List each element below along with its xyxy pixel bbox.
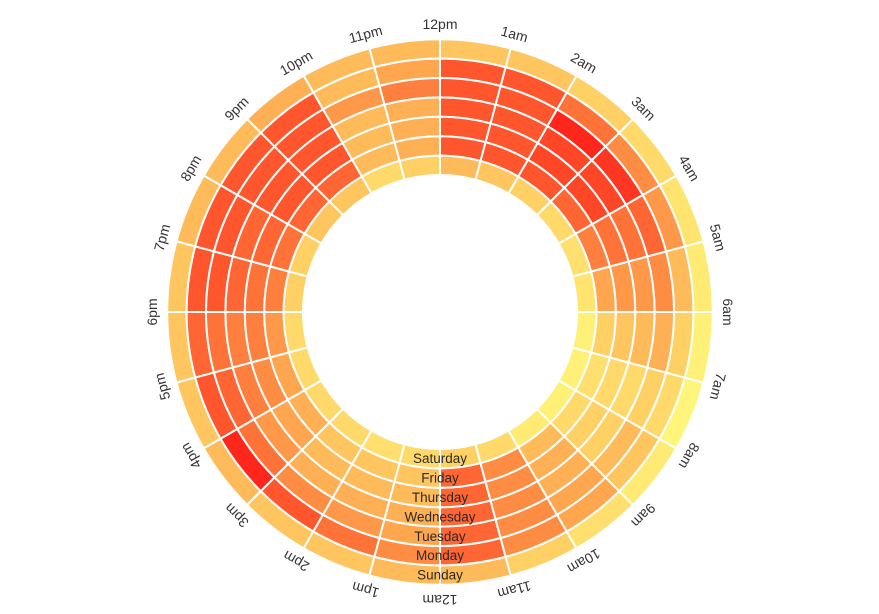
day-label-thursday: Thursday — [412, 490, 469, 505]
heatmap-cell-saturday-8pm — [303, 379, 345, 425]
day-label-wednesday: Wednesday — [404, 509, 475, 524]
hour-label-2pm: 2pm — [280, 548, 312, 575]
heatmap-cell-saturday-2pm — [327, 175, 373, 217]
heatmap-cell-saturday-8am — [535, 199, 577, 245]
heatmap-cell-saturday-7am — [557, 232, 593, 278]
hour-label-12pm: 12pm — [422, 16, 457, 32]
hour-label-12am: 12am — [422, 592, 457, 608]
hour-label-1pm: 1pm — [350, 579, 380, 602]
hour-label-11pm: 11pm — [347, 22, 384, 46]
hour-label-6pm: 6pm — [144, 298, 160, 325]
hour-label-8pm: 8pm — [177, 152, 204, 184]
hour-label-2am: 2am — [568, 49, 600, 76]
heatmap-cell-saturday-10am — [474, 159, 520, 195]
heatmap-cell-saturday-3pm — [303, 199, 345, 245]
hour-label-4am: 4am — [676, 152, 703, 184]
day-labels: Sunday Monday Tuesday Wednesday Thursday Frid… — [404, 451, 475, 582]
heatmap-cell-saturday-1pm — [360, 159, 406, 195]
heatmap-cell-saturday-4pm — [287, 232, 323, 278]
hour-label-1am: 1am — [499, 23, 529, 46]
heatmap-cell-saturday-12pm — [398, 154, 441, 181]
heatmap-cell-saturday-7pm — [287, 346, 323, 392]
heatmap-cell-saturday-3am — [535, 379, 577, 425]
hour-label-7am: 7am — [707, 371, 730, 401]
day-label-friday: Friday — [421, 471, 459, 486]
heatmap-cell-saturday-5am — [571, 311, 598, 354]
hour-label-5am: 5am — [707, 222, 730, 252]
hour-label-6am: 6am — [720, 298, 736, 325]
heatmap-cell-saturday-2am — [507, 407, 553, 449]
heatmap-cell-saturday-1am — [474, 429, 520, 465]
heatmap-cell-saturday-6am — [571, 270, 598, 313]
heatmap-cell-saturday-11pm — [398, 443, 441, 470]
hour-label-8am: 8am — [676, 440, 703, 472]
day-label-saturday: Saturday — [413, 451, 467, 466]
day-label-sunday: Sunday — [417, 568, 463, 583]
day-label-tuesday: Tuesday — [414, 529, 466, 544]
hour-label-11am: 11am — [496, 578, 533, 602]
heatmap-cell-saturday-6pm — [282, 311, 309, 354]
hour-label-5pm: 5pm — [151, 371, 174, 401]
day-label-monday: Monday — [416, 548, 464, 563]
heatmap-cell-saturday-9am — [507, 175, 553, 217]
heatmap-cells — [166, 38, 714, 586]
hour-label-7pm: 7pm — [151, 222, 174, 252]
heatmap-cell-saturday-4am — [557, 346, 593, 392]
hour-label-4pm: 4pm — [177, 440, 204, 472]
heatmap-cell-saturday-9pm — [327, 407, 373, 449]
heatmap-cell-saturday-10pm — [360, 429, 406, 465]
heatmap-cell-saturday-5pm — [282, 270, 309, 313]
heatmap-cell-saturday-11am — [439, 154, 482, 181]
